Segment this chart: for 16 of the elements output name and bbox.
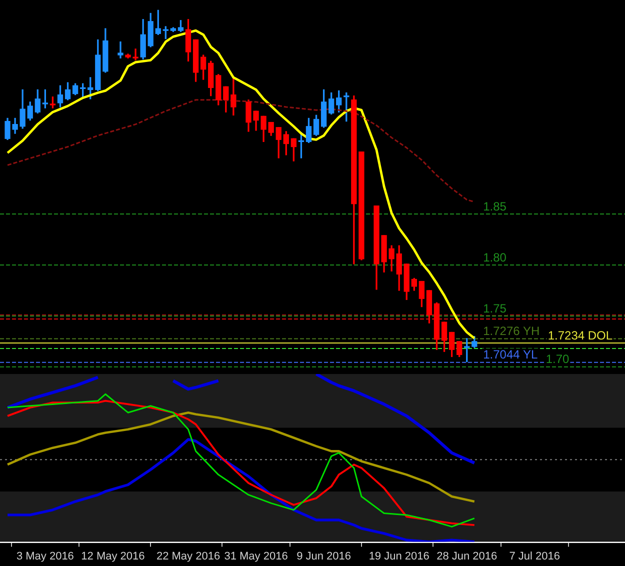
x-tick-label: 9 Jun 2016 — [296, 550, 352, 562]
x-tick-label: 3 May 2016 — [16, 550, 74, 562]
x-tick-label: 12 May 2016 — [81, 550, 145, 562]
ref-line-label: 1.7044 YL — [483, 348, 538, 362]
ref-line-label: 1.7234 DOL — [548, 328, 613, 342]
ref-line-label: 1.7276 YH — [483, 324, 540, 338]
x-tick-label: 22 May 2016 — [156, 550, 220, 562]
x-tick-label: 28 Jun 2016 — [436, 550, 498, 562]
ref-line-label: 1.80 — [483, 250, 507, 264]
x-tick-label: 31 May 2016 — [224, 550, 288, 562]
x-tick-label: 7 Jul 2016 — [509, 550, 560, 562]
ref-line-label: 1.75 — [483, 301, 507, 316]
ref-line-label: 1.85 — [483, 199, 507, 214]
ref-line-label: 1.70 — [546, 352, 570, 366]
x-tick-label: 19 Jun 2016 — [368, 550, 430, 562]
candlestick — [118, 41, 124, 58]
